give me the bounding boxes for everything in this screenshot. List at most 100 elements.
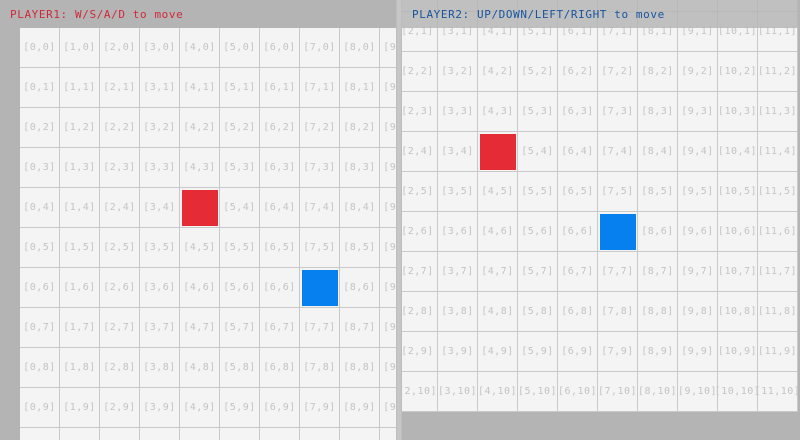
grid-cell[interactable]: [5,2] <box>220 108 260 148</box>
grid-cell[interactable]: [4,10] <box>180 428 220 440</box>
grid-cell[interactable]: [1,1] <box>60 68 100 108</box>
grid-cell[interactable]: [5,0] <box>220 28 260 68</box>
grid-cell[interactable]: [5,4] <box>518 132 558 172</box>
grid-cell[interactable]: [7,8] <box>300 348 340 388</box>
grid-cell[interactable]: [6,4] <box>558 132 598 172</box>
grid-cell[interactable]: [3,8] <box>140 348 180 388</box>
grid-cell[interactable]: [9,7] <box>678 252 718 292</box>
grid-cell[interactable]: [3,1] <box>140 68 180 108</box>
grid-cell[interactable]: [7,4] <box>598 132 638 172</box>
player2-token[interactable] <box>302 270 338 306</box>
grid-cell[interactable]: [0,1] <box>20 68 60 108</box>
grid-cell[interactable]: [5,6] <box>518 212 558 252</box>
grid-cell[interactable]: [8,9] <box>638 332 678 372</box>
grid-cell[interactable]: [6,7] <box>558 252 598 292</box>
grid-cell[interactable]: [6,3] <box>260 148 300 188</box>
grid-cell[interactable]: [9,1] <box>380 68 396 108</box>
grid-cell[interactable]: [6,9] <box>260 388 300 428</box>
grid-cell[interactable]: [1,9] <box>60 388 100 428</box>
grid-cell[interactable]: [3,2] <box>140 108 180 148</box>
grid-cell[interactable]: [11,9] <box>758 332 798 372</box>
grid-cell[interactable]: [5,8] <box>220 348 260 388</box>
grid-cell[interactable]: [11,6] <box>758 212 798 252</box>
grid-cell[interactable]: [8,5] <box>340 228 380 268</box>
grid-cell[interactable]: [7,10] <box>598 372 638 412</box>
grid-cell[interactable]: [5,10] <box>518 372 558 412</box>
grid-cell[interactable]: [6,6] <box>558 212 598 252</box>
player1-panel[interactable]: [0,0] [1,0] [2,0] [3,0] [4,0] [5,0] [6,0] [7,0]… <box>0 0 396 440</box>
grid-cell[interactable]: [10,2] <box>718 52 758 92</box>
grid-cell[interactable]: [7,1] <box>300 68 340 108</box>
grid-cell[interactable]: [2,4] <box>402 132 438 172</box>
grid-cell[interactable]: [5,7] <box>220 308 260 348</box>
grid-cell[interactable]: [4,1] <box>180 68 220 108</box>
grid-cell[interactable]: [7,9] <box>598 332 638 372</box>
grid-cell[interactable]: [0,5] <box>20 228 60 268</box>
grid-cell[interactable]: [2,10] <box>100 428 140 440</box>
grid-cell[interactable]: [7,2] <box>598 52 638 92</box>
grid-cell[interactable]: [0,8] <box>20 348 60 388</box>
grid-cell[interactable]: [1,3] <box>60 148 100 188</box>
grid-cell[interactable]: [8,4] <box>638 132 678 172</box>
grid-cell[interactable]: [3,8] <box>438 292 478 332</box>
grid-cell[interactable]: [3,7] <box>140 308 180 348</box>
grid-cell[interactable]: [0,3] <box>20 148 60 188</box>
grid-cell[interactable]: [5,6] <box>220 268 260 308</box>
grid-cell[interactable]: [11,8] <box>758 292 798 332</box>
grid-cell[interactable]: [11,3] <box>758 92 798 132</box>
grid-cell[interactable]: [2,1] <box>100 68 140 108</box>
grid-cell[interactable]: [8,3] <box>638 92 678 132</box>
grid-cell[interactable]: [9,4] <box>678 132 718 172</box>
player1-token[interactable] <box>182 190 218 226</box>
grid-cell[interactable]: [6,9] <box>558 332 598 372</box>
grid-cell[interactable]: [2,10] <box>402 372 438 412</box>
grid-cell[interactable]: [4,9] <box>478 332 518 372</box>
grid-cell[interactable]: [7,5] <box>300 228 340 268</box>
grid-cell[interactable]: [10,7] <box>718 252 758 292</box>
grid-cell[interactable]: [2,9] <box>100 388 140 428</box>
grid-cell[interactable]: [8,5] <box>638 172 678 212</box>
grid-cell[interactable]: [8,2] <box>638 52 678 92</box>
grid-cell[interactable]: [7,3] <box>300 148 340 188</box>
grid-cell[interactable]: [3,2] <box>438 52 478 92</box>
grid-cell[interactable]: [5,5] <box>220 228 260 268</box>
grid-cell[interactable]: [6,10] <box>260 428 300 440</box>
grid-cell[interactable]: [4,10] <box>478 372 518 412</box>
grid-cell[interactable]: [4,6] <box>478 212 518 252</box>
grid-cell[interactable]: [5,4] <box>220 188 260 228</box>
grid-cell[interactable]: [7,2] <box>300 108 340 148</box>
grid-cell[interactable]: [4,9] <box>180 388 220 428</box>
grid-cell[interactable]: [0,10] <box>20 428 60 440</box>
grid-cell[interactable]: [5,10] <box>220 428 260 440</box>
grid-cell[interactable]: [9,7] <box>380 308 396 348</box>
grid-cell[interactable]: [3,9] <box>140 388 180 428</box>
grid-cell[interactable]: [2,7] <box>402 252 438 292</box>
player1-grid[interactable]: [0,0] [1,0] [2,0] [3,0] [4,0] [5,0] [6,0] [7,0]… <box>20 28 396 440</box>
grid-cell[interactable]: [9,2] <box>380 108 396 148</box>
grid-cell[interactable]: [10,3] <box>718 92 758 132</box>
grid-cell[interactable]: [6,6] <box>260 268 300 308</box>
grid-cell[interactable]: [3,4] <box>140 188 180 228</box>
grid-cell[interactable]: [2,7] <box>100 308 140 348</box>
grid-cell[interactable]: [11,2] <box>758 52 798 92</box>
grid-cell[interactable]: [11,10] <box>755 372 800 412</box>
grid-cell[interactable]: [6,0] <box>260 28 300 68</box>
grid-cell[interactable]: [0,9] <box>20 388 60 428</box>
grid-cell[interactable]: [3,0] <box>140 28 180 68</box>
grid-cell[interactable]: [4,5] <box>180 228 220 268</box>
grid-cell[interactable]: [6,8] <box>558 292 598 332</box>
grid-cell[interactable]: [0,4] <box>20 188 60 228</box>
grid-cell[interactable]: [11,4] <box>758 132 798 172</box>
grid-cell[interactable]: [6,1] <box>260 68 300 108</box>
grid-cell[interactable]: [10,10] <box>715 372 760 412</box>
grid-cell[interactable]: [9,6] <box>380 268 396 308</box>
grid-cell[interactable]: [3,4] <box>438 132 478 172</box>
grid-cell[interactable]: [7,4] <box>300 188 340 228</box>
grid-cell[interactable]: [1,2] <box>60 108 100 148</box>
grid-cell[interactable]: [10,9] <box>718 332 758 372</box>
grid-cell[interactable]: [10,6] <box>718 212 758 252</box>
grid-cell[interactable]: [2,4] <box>100 188 140 228</box>
player2-panel[interactable]: [0,0][1,0][2,0][3,0][4,0][5,0][6,0][7,0]… <box>402 0 800 440</box>
grid-cell[interactable]: [3,6] <box>140 268 180 308</box>
grid-cell[interactable]: [6,5] <box>260 228 300 268</box>
